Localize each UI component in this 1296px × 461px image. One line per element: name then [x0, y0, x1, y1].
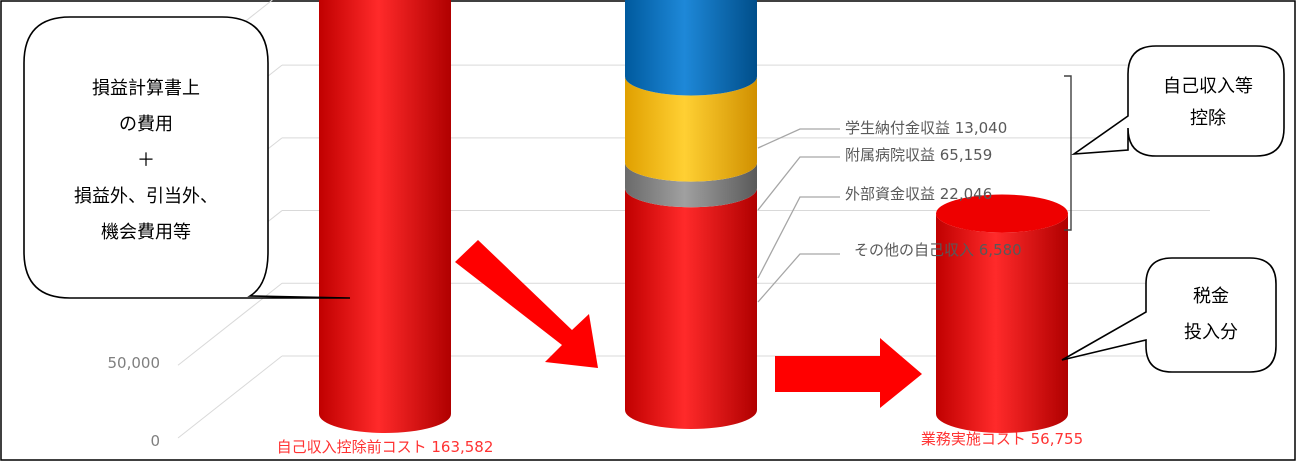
- callout-top-right: 自己収入等控除: [1071, 45, 1285, 157]
- callout-line: 損益計算書上: [92, 78, 200, 99]
- callout-line: 損益外、引当外、: [74, 186, 218, 207]
- callout-line: 控除: [1190, 108, 1226, 129]
- segment-label: 外部資金収益 22,046: [845, 185, 992, 203]
- flow-arrows: [455, 240, 922, 408]
- bar-group: [625, 0, 757, 429]
- bar-group: 自己収入控除前コスト 163,582: [277, 0, 494, 456]
- callout-bottom-right: 税金投入分: [1061, 257, 1277, 373]
- bar-segment: [625, 188, 757, 429]
- callout-line: ＋: [137, 150, 155, 171]
- arrow-right: [775, 338, 922, 408]
- labels: その他の自己収入 6,580 外部資金収益 22,046 附属病院収益 65,159…: [845, 119, 1022, 259]
- leader-line: [757, 196, 840, 279]
- callout-line: 投入分: [1184, 322, 1238, 343]
- segment-label: 附属病院収益 65,159: [845, 146, 992, 164]
- callout-left: 損益計算書上の費用 ＋ 損益外、引当外、機会費用等: [23, 16, 351, 299]
- bar-segment: [936, 213, 1068, 433]
- segment-label: その他の自己収入 6,580: [854, 241, 1022, 259]
- bar-segment: [625, 162, 757, 208]
- bars: 自己収入控除前コスト 163,582 業務実施コスト 56,755: [277, 0, 1083, 456]
- callout-line: 税金: [1193, 286, 1229, 307]
- y-tick-label: 0: [150, 432, 160, 450]
- svg-text:自己収入等控除: 自己収入等控除: [1163, 76, 1253, 129]
- bar-segment: [625, 0, 757, 96]
- segment-label: 学生納付金収益 13,040: [845, 119, 1007, 137]
- callout-line: の費用: [119, 114, 173, 135]
- bar-segment: [319, 0, 451, 433]
- callout-line: 機会費用等: [101, 222, 191, 243]
- leader-line: [757, 253, 840, 303]
- category-label: 業務実施コスト 56,755: [921, 430, 1083, 448]
- leader-line: [757, 156, 840, 211]
- y-axis-ticks: 0 50,000: [108, 354, 161, 450]
- deduction-bracket: [1064, 75, 1072, 231]
- leader-line: [757, 128, 840, 149]
- segment-leader-lines: [757, 128, 840, 303]
- svg-text:税金投入分: 税金投入分: [1184, 286, 1238, 343]
- y-tick-label: 50,000: [108, 354, 161, 372]
- bar-group: 業務実施コスト 56,755: [921, 194, 1083, 448]
- bar-segment: [625, 76, 757, 182]
- svg-text:損益計算書上の費用＋損益外、引当外、機会費用等: 損益計算書上の費用 ＋ 損益外、引当外、機会費用等: [74, 78, 218, 243]
- bar-top: [936, 194, 1068, 233]
- category-label: 自己収入控除前コスト 163,582: [277, 438, 494, 456]
- gridline-diagonal: [177, 355, 283, 439]
- arrow-diagonal: [455, 240, 598, 368]
- callout-line: 自己収入等: [1163, 76, 1253, 97]
